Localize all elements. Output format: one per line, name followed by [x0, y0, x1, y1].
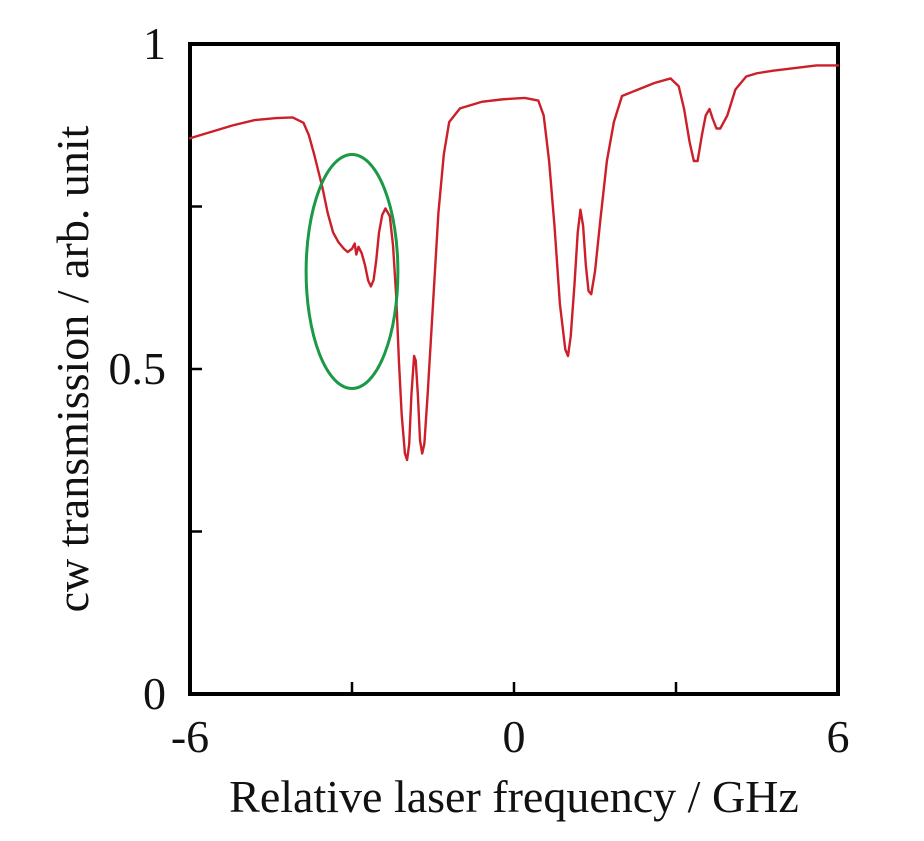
label-group: -6 0 600.51 — [109, 18, 850, 762]
plot-frame — [188, 42, 840, 696]
tick-group — [188, 42, 840, 696]
x-axis-tick-label: 0 — [503, 711, 526, 762]
x-axis-tick-label: -6 — [171, 711, 209, 762]
x-axis-tick-label: 6 — [827, 711, 850, 762]
y-axis-label: cw transmission / arb. unit — [47, 125, 98, 612]
y-axis-tick-label: 0.5 — [109, 343, 167, 394]
x-axis-label: Relative laser frequency / GHz — [229, 771, 799, 822]
y-axis-tick-label: 0 — [143, 668, 166, 719]
y-axis-tick-label: 1 — [143, 18, 166, 69]
highlight-ellipse — [304, 153, 400, 390]
transmission-series-line — [188, 64, 840, 462]
